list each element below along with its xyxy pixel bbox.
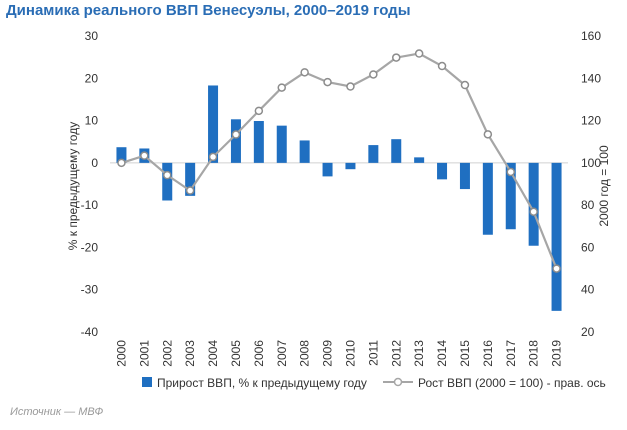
left-tick-label: 20 (85, 71, 99, 85)
bar (482, 162, 493, 235)
x-tick-label: 2005 (229, 340, 243, 367)
right-tick-label: 40 (581, 283, 595, 297)
line-point (460, 80, 470, 90)
bar (551, 162, 562, 311)
bar (368, 145, 379, 163)
x-tick-label: 2007 (275, 340, 289, 367)
line-series (117, 49, 561, 273)
right-axis-label: 2000 год = 100 (597, 145, 611, 227)
legend: Прирост ВВП, % к предыдущему году Рост В… (142, 376, 606, 390)
line-point (277, 83, 286, 92)
bar (276, 125, 287, 163)
bar (345, 162, 356, 170)
bar (230, 119, 241, 163)
right-tick-label: 120 (581, 114, 601, 128)
x-tick-label: 2003 (183, 340, 197, 367)
bar (208, 85, 219, 163)
x-tick-label: 2001 (137, 340, 151, 367)
right-axis: 160 140 120 100 80 60 40 20 (581, 29, 601, 339)
legend-line-label: Рост ВВП (2000 = 100) - прав. ось (418, 376, 606, 390)
legend-line-marker (393, 377, 403, 387)
x-tick-label: 2015 (458, 340, 472, 367)
bar (505, 162, 516, 230)
x-tick-label: 2000 (114, 340, 128, 367)
bar (162, 162, 173, 201)
right-tick-label: 160 (581, 29, 601, 43)
left-tick-label: -20 (81, 240, 99, 254)
x-tick-label: 2002 (160, 340, 174, 367)
right-tick-label: 60 (581, 240, 595, 254)
x-tick-label: 2013 (412, 340, 426, 367)
x-tick-label: 2010 (343, 340, 357, 367)
line-point (163, 170, 172, 180)
line-point (392, 53, 401, 62)
bar (299, 140, 310, 163)
line-point (529, 207, 538, 216)
bar (116, 147, 127, 163)
x-tick-label: 2017 (504, 340, 518, 367)
right-tick-label: 80 (581, 198, 595, 212)
line-point (117, 158, 126, 168)
source-note: Источник — МВФ (10, 406, 104, 418)
chart-title: Динамика реального ВВП Венесуэлы, 2000–2… (6, 2, 411, 19)
line-point (254, 106, 264, 116)
left-tick-label: -40 (81, 325, 99, 339)
right-tick-label: 100 (581, 156, 601, 170)
bar (391, 139, 402, 163)
line-point (437, 61, 447, 71)
line-point (414, 49, 424, 58)
left-tick-label: -30 (81, 283, 99, 297)
right-tick-label: 20 (581, 325, 595, 339)
line-path (121, 52, 558, 270)
legend-bar-label: Прирост ВВП, % к предыдущему году (157, 376, 367, 390)
bar (253, 120, 264, 163)
x-tick-label: 2006 (252, 340, 266, 367)
x-axis-labels: 2000 2001 2002 2003 2004 2005 2006 2007 2008 2009… (114, 340, 563, 367)
bar (528, 162, 539, 246)
line-point (506, 167, 515, 177)
line-point (483, 130, 493, 139)
left-tick-label: 0 (91, 156, 98, 170)
bar (437, 162, 448, 180)
x-tick-label: 2018 (527, 340, 541, 367)
left-tick-label: 10 (85, 114, 99, 128)
line-point (323, 77, 332, 87)
line-point (300, 68, 309, 77)
x-tick-label: 2019 (550, 340, 564, 367)
bar-series (116, 85, 562, 311)
bar (414, 157, 425, 163)
line-point (185, 186, 195, 195)
x-tick-label: 2011 (366, 340, 380, 366)
x-tick-label: 2014 (435, 340, 449, 367)
x-tick-label: 2008 (298, 340, 312, 367)
bar (459, 162, 470, 190)
right-tick-label: 140 (581, 71, 601, 85)
line-point (552, 264, 561, 273)
left-tick-label: 30 (85, 29, 99, 43)
x-tick-label: 2012 (389, 340, 403, 367)
left-axis-label: % к предыдущему году (66, 122, 80, 250)
x-tick-label: 2004 (206, 340, 220, 367)
line-point (346, 82, 355, 91)
left-tick-label: -10 (81, 198, 99, 212)
x-tick-label: 2016 (481, 340, 495, 367)
bar (185, 162, 196, 196)
x-tick-label: 2009 (321, 340, 335, 367)
bar (322, 162, 333, 177)
legend-bar-swatch (142, 377, 152, 387)
line-point (231, 130, 241, 139)
line-point (369, 70, 378, 79)
line-point (140, 151, 149, 160)
line-point (208, 152, 218, 162)
left-axis: 30 20 10 0 -10 -20 -30 -40 (81, 29, 568, 339)
